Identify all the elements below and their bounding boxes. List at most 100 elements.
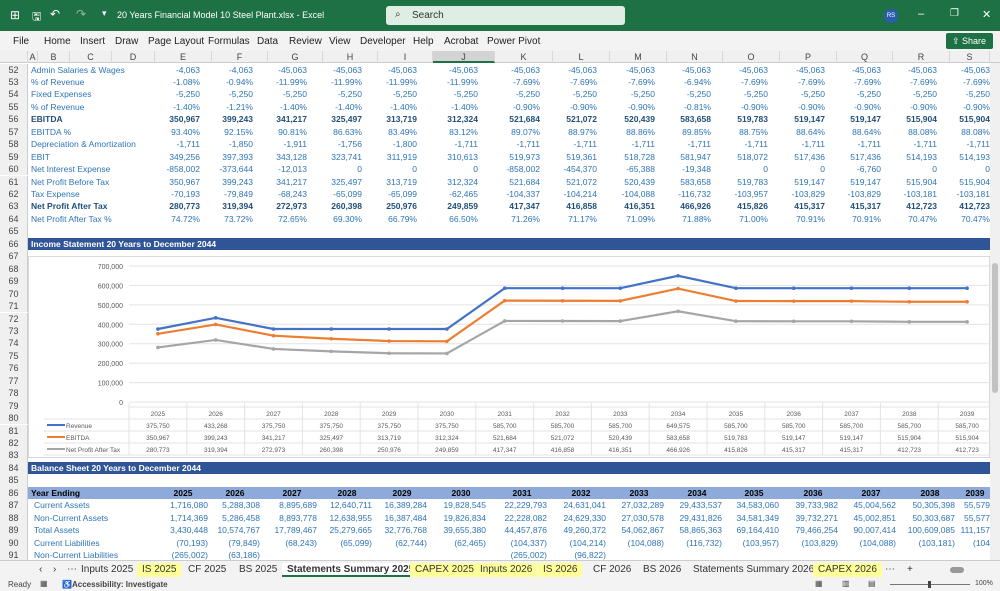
cell-value[interactable]: 415,317 bbox=[850, 201, 881, 212]
row-header-91[interactable]: 91 bbox=[0, 549, 28, 562]
page-layout-view-icon[interactable]: ▥ bbox=[842, 579, 850, 588]
menu-power-pivot[interactable]: Power Pivot bbox=[487, 36, 541, 47]
cell-value[interactable]: 312,324 bbox=[447, 114, 478, 125]
cell-value[interactable]: 416,858 bbox=[566, 201, 597, 212]
sheet-tab-bs-2025[interactable]: BS 2025 bbox=[239, 564, 278, 575]
cell-value[interactable]: 325,497 bbox=[331, 114, 362, 125]
cell-value[interactable]: -103,181 bbox=[903, 189, 937, 199]
cell-value[interactable]: -0.90% bbox=[963, 101, 990, 112]
row-label[interactable]: EBITDA % bbox=[31, 126, 72, 137]
cell-value[interactable]: 34,581,349 bbox=[736, 512, 779, 523]
cell-value[interactable]: 39,732,271 bbox=[795, 512, 838, 523]
cell-value[interactable]: -5,250 bbox=[392, 89, 417, 100]
cell-value[interactable]: 0 bbox=[412, 164, 417, 175]
column-header-S[interactable]: S bbox=[950, 51, 990, 63]
row-header-58[interactable]: 58 bbox=[0, 138, 28, 151]
zoom-slider[interactable] bbox=[890, 581, 970, 588]
sheet-tab-statements-summary-2025[interactable]: Statements Summary 2025 bbox=[282, 563, 420, 577]
row-header-57[interactable]: 57 bbox=[0, 125, 28, 139]
cell-value[interactable]: 24,631,041 bbox=[563, 500, 606, 511]
cell-value[interactable]: 519,147 bbox=[794, 114, 825, 125]
cell-value[interactable]: 521,684 bbox=[509, 176, 540, 187]
cell-value[interactable]: -0.81% bbox=[684, 101, 711, 112]
cell-value[interactable]: 310,613 bbox=[447, 151, 478, 162]
cell-value[interactable]: -103,829 bbox=[847, 189, 881, 199]
row-header-90[interactable]: 90 bbox=[0, 536, 28, 549]
cell-value[interactable]: -5,250 bbox=[175, 89, 200, 100]
cell-value[interactable]: 343,128 bbox=[276, 151, 307, 162]
cell-value[interactable]: -4,063 bbox=[228, 64, 253, 75]
cell-value[interactable]: 22,228,082 bbox=[504, 512, 547, 523]
cell-value[interactable]: -1,711 bbox=[857, 139, 881, 150]
cell-value[interactable]: 8,893,778 bbox=[279, 512, 317, 523]
cell-value[interactable]: 39,655,380 bbox=[443, 525, 486, 536]
cell-value[interactable]: 66.79% bbox=[388, 213, 417, 224]
cell-value[interactable]: 58,865,363 bbox=[679, 525, 722, 536]
cell-value[interactable]: -45,063 bbox=[568, 64, 597, 75]
cell-value[interactable]: (96,822) bbox=[574, 550, 606, 561]
cell-value[interactable]: (62,465) bbox=[454, 537, 486, 548]
cell-value[interactable]: 70.47% bbox=[961, 213, 990, 224]
column-header-G[interactable]: G bbox=[268, 51, 323, 63]
cell-value[interactable]: 515,904 bbox=[959, 114, 990, 125]
cell-value[interactable]: 583,658 bbox=[680, 114, 711, 125]
cell-value[interactable]: 5,286,458 bbox=[222, 512, 260, 523]
cell-value[interactable]: (265,002) bbox=[510, 550, 547, 561]
cell-value[interactable]: 514,193 bbox=[959, 151, 990, 162]
cell-value[interactable]: -1.40% bbox=[280, 101, 307, 112]
cell-value[interactable]: -104,337 bbox=[506, 189, 540, 199]
tab-more-icon[interactable]: ⋯ bbox=[67, 564, 77, 575]
cell-value[interactable]: -373,644 bbox=[219, 164, 253, 175]
cell-value[interactable]: 34,583,060 bbox=[736, 500, 779, 511]
row-label[interactable]: % of Revenue bbox=[31, 76, 85, 87]
cell-value[interactable]: -65,099 bbox=[333, 189, 362, 199]
cell-value[interactable]: 415,317 bbox=[794, 201, 825, 212]
cell-value[interactable]: 518,072 bbox=[737, 151, 768, 162]
cell-value[interactable]: 89.85% bbox=[682, 126, 711, 137]
column-header-E[interactable]: E bbox=[155, 51, 212, 63]
cell-value[interactable]: 100,609,085 bbox=[907, 525, 955, 536]
row-header-78[interactable]: 78 bbox=[0, 387, 28, 400]
cell-value[interactable]: -5,250 bbox=[572, 89, 597, 100]
cell-value[interactable]: 323,741 bbox=[331, 151, 362, 162]
row-header-73[interactable]: 73 bbox=[0, 324, 28, 338]
cell-value[interactable]: -11.99% bbox=[275, 76, 307, 87]
cell-value[interactable]: -5,250 bbox=[453, 89, 478, 100]
cell-value[interactable]: -104,088 bbox=[621, 189, 655, 199]
column-header-D[interactable]: D bbox=[112, 51, 155, 63]
cell-value[interactable]: 412,723 bbox=[959, 201, 990, 212]
cell-value[interactable]: 581,947 bbox=[680, 151, 711, 162]
row-header-85[interactable]: 85 bbox=[0, 474, 28, 487]
cell-value[interactable]: -5,250 bbox=[228, 89, 253, 100]
cell-value[interactable]: -19,348 bbox=[682, 164, 711, 175]
row-header-77[interactable]: 77 bbox=[0, 374, 28, 388]
row-header-80[interactable]: 80 bbox=[0, 412, 28, 425]
cell-value[interactable]: 27,030,578 bbox=[621, 512, 664, 523]
cell-value[interactable]: -5,250 bbox=[743, 89, 768, 100]
cell-value[interactable]: -7.69% bbox=[910, 76, 937, 87]
cell-value[interactable]: 272,973 bbox=[276, 201, 307, 212]
cell-value[interactable]: 397,393 bbox=[222, 151, 253, 162]
cell-value[interactable]: 74.72% bbox=[171, 213, 200, 224]
redo-icon[interactable]: ↷ bbox=[76, 7, 87, 21]
cell-value[interactable]: 341,217 bbox=[276, 114, 307, 125]
column-header-M[interactable]: M bbox=[610, 51, 667, 63]
cell-value[interactable]: 313,719 bbox=[386, 114, 417, 125]
cell-value[interactable]: 16,389,284 bbox=[384, 500, 427, 511]
cell-value[interactable]: 521,684 bbox=[509, 114, 540, 125]
cell-value[interactable]: -45,063 bbox=[739, 64, 768, 75]
cell-value[interactable]: (79,849) bbox=[228, 537, 260, 548]
cell-value[interactable]: -6.94% bbox=[684, 76, 711, 87]
cell-value[interactable]: 29,431,826 bbox=[679, 512, 722, 523]
cell-value[interactable]: 515,904 bbox=[906, 176, 937, 187]
cell-value[interactable]: 519,783 bbox=[737, 114, 768, 125]
row-header-84[interactable]: 84 bbox=[0, 461, 28, 475]
cell-value[interactable]: -7.69% bbox=[798, 76, 825, 87]
row-label[interactable]: Admin Salaries & Wages bbox=[31, 64, 125, 75]
cell-value[interactable]: (104,088) bbox=[627, 537, 664, 548]
cell-value[interactable]: (104,337) bbox=[510, 537, 547, 548]
cell-value[interactable]: -116,732 bbox=[678, 189, 711, 199]
column-header-Q[interactable]: Q bbox=[837, 51, 893, 63]
cell-value[interactable]: 0 bbox=[357, 164, 362, 175]
cell-value[interactable]: 519,361 bbox=[566, 151, 597, 162]
